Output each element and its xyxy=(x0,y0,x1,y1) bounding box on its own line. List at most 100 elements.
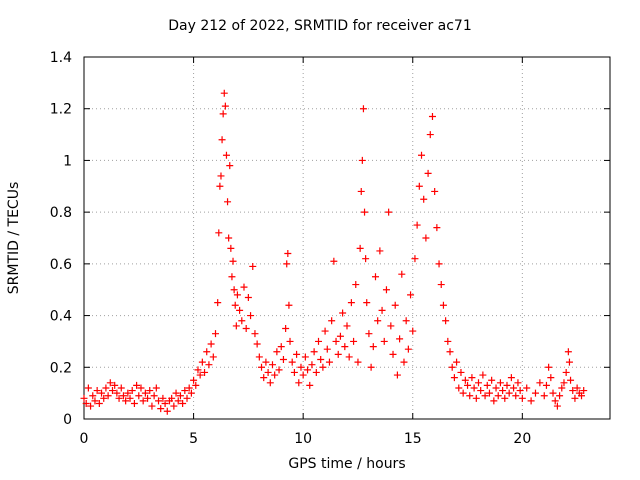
data-point xyxy=(569,387,577,395)
data-point xyxy=(380,337,388,345)
data-point xyxy=(141,389,149,397)
data-point xyxy=(371,273,379,281)
plot-frame xyxy=(83,56,611,420)
y-tick-label: 0.6 xyxy=(50,257,72,273)
data-point xyxy=(567,376,575,384)
x-tick-label: 10 xyxy=(294,431,312,447)
data-point xyxy=(238,317,246,325)
data-point xyxy=(93,387,101,395)
data-point xyxy=(100,394,108,402)
data-point xyxy=(282,325,290,332)
y-tick-label: 1.2 xyxy=(50,102,72,118)
data-point xyxy=(448,363,456,371)
data-point xyxy=(271,371,279,379)
data-point xyxy=(183,394,191,402)
data-point xyxy=(236,306,244,314)
data-point xyxy=(573,384,581,392)
data-point xyxy=(357,187,365,195)
data-point xyxy=(483,381,491,389)
data-point xyxy=(135,392,143,400)
data-point xyxy=(299,371,307,379)
data-point xyxy=(330,257,338,265)
data-point xyxy=(437,281,445,289)
data-point xyxy=(332,337,340,345)
data-point xyxy=(415,182,423,190)
data-point xyxy=(279,356,287,364)
data-point xyxy=(130,399,138,407)
data-point xyxy=(558,384,566,392)
data-point xyxy=(391,301,399,309)
data-point xyxy=(396,335,404,343)
data-point xyxy=(378,306,386,314)
data-point xyxy=(367,363,375,371)
data-point xyxy=(422,234,430,242)
data-point xyxy=(266,379,274,387)
data-point xyxy=(439,301,447,309)
data-point xyxy=(328,317,336,325)
data-point xyxy=(310,348,318,356)
data-point xyxy=(442,317,450,325)
data-point xyxy=(301,353,309,361)
data-point xyxy=(198,358,206,366)
data-point xyxy=(345,353,353,361)
y-tick-label: 0.2 xyxy=(50,360,72,376)
data-point xyxy=(242,325,250,332)
data-point xyxy=(150,392,158,400)
data-point xyxy=(295,379,303,387)
data-point xyxy=(247,312,255,320)
data-point xyxy=(181,387,189,395)
data-point xyxy=(325,358,333,366)
data-point xyxy=(431,187,439,195)
data-point xyxy=(218,136,226,144)
data-point xyxy=(499,387,507,395)
data-point xyxy=(122,397,130,405)
data-point xyxy=(374,317,382,325)
data-point xyxy=(144,394,152,402)
data-point xyxy=(240,283,248,291)
data-point xyxy=(146,387,154,395)
data-point xyxy=(413,221,421,229)
data-point xyxy=(161,399,169,407)
data-point xyxy=(308,361,316,369)
data-point xyxy=(398,270,406,278)
data-point xyxy=(128,387,136,395)
data-point xyxy=(187,389,195,397)
data-point xyxy=(124,389,132,397)
data-point xyxy=(230,286,238,294)
data-point xyxy=(492,384,500,392)
data-point xyxy=(420,195,428,203)
data-point xyxy=(273,348,281,356)
data-point xyxy=(221,102,229,110)
data-point xyxy=(536,379,544,387)
data-point xyxy=(168,394,176,402)
data-point xyxy=(231,301,239,309)
data-point xyxy=(117,384,125,392)
data-point xyxy=(356,244,364,252)
data-point xyxy=(172,389,180,397)
data-point xyxy=(207,340,215,348)
data-point xyxy=(212,330,219,338)
data-point xyxy=(286,337,294,345)
data-point xyxy=(253,340,261,348)
data-point xyxy=(176,392,184,400)
data-point xyxy=(556,392,564,400)
data-point xyxy=(488,376,496,384)
data-point xyxy=(358,156,366,164)
data-point xyxy=(170,402,178,410)
data-point xyxy=(516,387,524,395)
data-point xyxy=(531,389,539,397)
data-point xyxy=(562,368,570,376)
data-point xyxy=(347,299,355,307)
data-point xyxy=(284,250,292,258)
data-point xyxy=(334,350,342,358)
data-point xyxy=(362,255,370,263)
data-point xyxy=(159,394,167,402)
y-tick-label: 1 xyxy=(63,153,72,169)
data-point xyxy=(472,394,480,402)
data-point xyxy=(564,348,572,356)
y-tick-label: 0.8 xyxy=(50,205,72,221)
data-point xyxy=(444,337,452,345)
data-point xyxy=(179,399,187,407)
data-point xyxy=(323,345,331,353)
data-point xyxy=(426,131,434,139)
